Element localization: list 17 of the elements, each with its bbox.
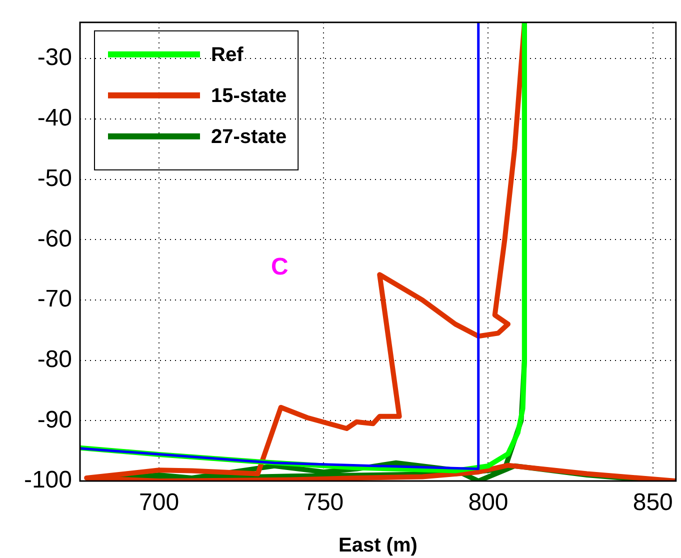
annotation: C xyxy=(270,253,288,280)
y-tick-label: -30 xyxy=(37,44,72,72)
y-tick-label: -60 xyxy=(37,225,72,252)
x-tick-label: 850 xyxy=(632,489,673,516)
y-tick-label: -80 xyxy=(37,346,72,373)
x-tick-label: 800 xyxy=(468,489,508,516)
x-tick-label: 700 xyxy=(138,489,180,516)
y-tick-label: -90 xyxy=(37,406,72,434)
legend-label: 27-state xyxy=(211,126,287,148)
y-tick-label: -70 xyxy=(37,286,72,313)
legend-label: 15-state xyxy=(211,84,287,107)
legend-label: Ref xyxy=(211,44,244,66)
y-tick-label: -50 xyxy=(37,164,72,192)
y-tick-label: -100 xyxy=(24,466,72,494)
x-axis-title: East (m) xyxy=(338,534,418,557)
x-tick-label: 750 xyxy=(304,489,344,516)
y-tick-label: -40 xyxy=(37,104,72,132)
